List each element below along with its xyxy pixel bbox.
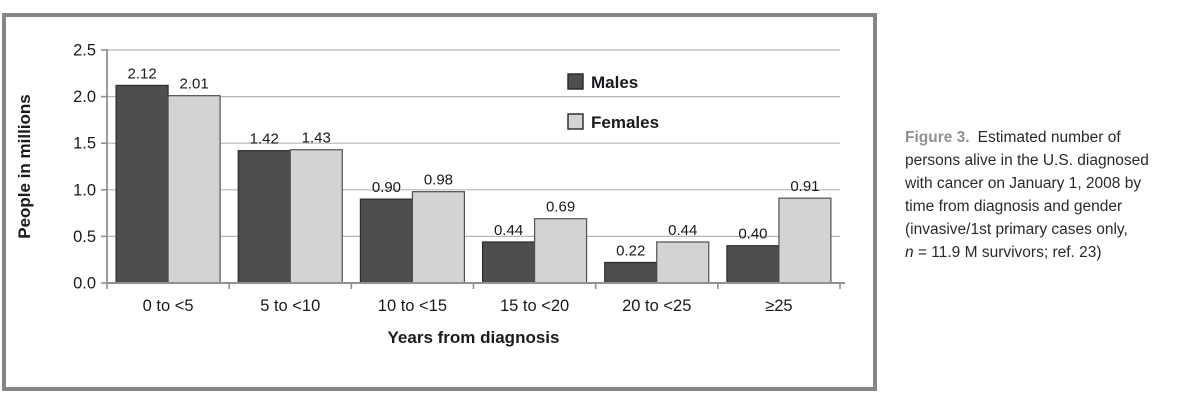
bar-males-3 (481, 241, 536, 284)
y-tick-label-0.5: 0.5 (73, 228, 96, 246)
y-tick-label-1.0: 1.0 (73, 181, 96, 199)
bar-chart: 2.12 2.01 1.42 1.43 0.90 0.98 0.44 0.69 0.22 0.44… (15, 42, 845, 347)
legend-swatch-females (567, 113, 584, 130)
y-tick-label-0.0: 0.0 (73, 275, 96, 293)
figure-caption-line: (invasive/1st primary cases only, (905, 221, 1128, 238)
value-label-males-4: 0.22 (616, 242, 645, 259)
y-tick-label-2.0: 2.0 (73, 88, 96, 106)
bar-males-1 (237, 150, 291, 284)
value-label-males-5: 0.40 (738, 226, 767, 243)
figure-caption-line: persons alive in the U.S. diagnosed (905, 152, 1149, 169)
figure-caption-line: Figure 3. Estimated number of (905, 126, 1149, 149)
bar-females-3 (533, 218, 588, 284)
bar-males-2 (359, 198, 414, 284)
bar-males-5 (726, 245, 780, 284)
y-tick-label-1.5: 1.5 (73, 135, 96, 153)
figure-frame: 2.12 2.01 1.42 1.43 0.90 0.98 0.44 0.69 0.22 0.44… (2, 13, 877, 391)
figure-caption-text: Estimated number of (977, 129, 1121, 146)
value-label-females-2: 0.98 (424, 172, 453, 189)
y-axis-title: People in millions (15, 94, 34, 239)
x-tick-label-1: 5 to <10 (260, 297, 320, 315)
value-label-males-3: 0.44 (494, 222, 523, 239)
figure-caption-line: time from diagnosis and gender (905, 198, 1123, 215)
x-tick-label-2: 10 to <15 (378, 297, 447, 315)
x-tick-label-0: 0 to <5 (143, 297, 194, 315)
y-tick-label-2.5: 2.5 (73, 42, 96, 60)
value-label-females-4: 0.44 (668, 222, 697, 239)
value-label-males-1: 1.42 (250, 131, 279, 148)
x-tick-label-4: 20 to <25 (622, 297, 691, 315)
legend-label-females: Females (591, 113, 659, 132)
legend-label-males: Males (591, 73, 638, 92)
figure-caption-text: = 11.9 M survivors; ref. 23) (913, 244, 1102, 261)
figure-caption: Figure 3. Estimated number of persons ali… (905, 126, 1149, 264)
bar-females-2 (411, 191, 466, 284)
x-tick-label-3: 15 to <20 (500, 297, 569, 315)
bar-females-5 (778, 197, 832, 284)
figure-caption-nvar: n (905, 244, 914, 261)
figure-caption-line: with cancer on January 1, 2008 by (905, 175, 1142, 192)
value-label-males-0: 2.12 (127, 65, 156, 82)
bar-females-0 (167, 95, 221, 284)
x-tick-label-5: ≥25 (765, 297, 792, 315)
value-label-females-5: 0.91 (790, 178, 819, 195)
bar-males-4 (604, 261, 658, 284)
figure-caption-label: Figure 3. (905, 129, 970, 146)
value-label-males-2: 0.90 (372, 179, 401, 196)
value-label-females-3: 0.69 (546, 199, 575, 216)
value-label-females-1: 1.43 (302, 130, 331, 147)
value-label-females-0: 2.01 (179, 76, 208, 93)
bar-females-4 (656, 241, 710, 284)
figure-caption-line: n = 11.9 M survivors; ref. 23) (905, 241, 1149, 264)
x-axis-title: Years from diagnosis (388, 328, 560, 347)
bar-males-0 (115, 84, 169, 284)
legend-swatch-males (567, 73, 584, 90)
bar-females-1 (289, 149, 343, 284)
